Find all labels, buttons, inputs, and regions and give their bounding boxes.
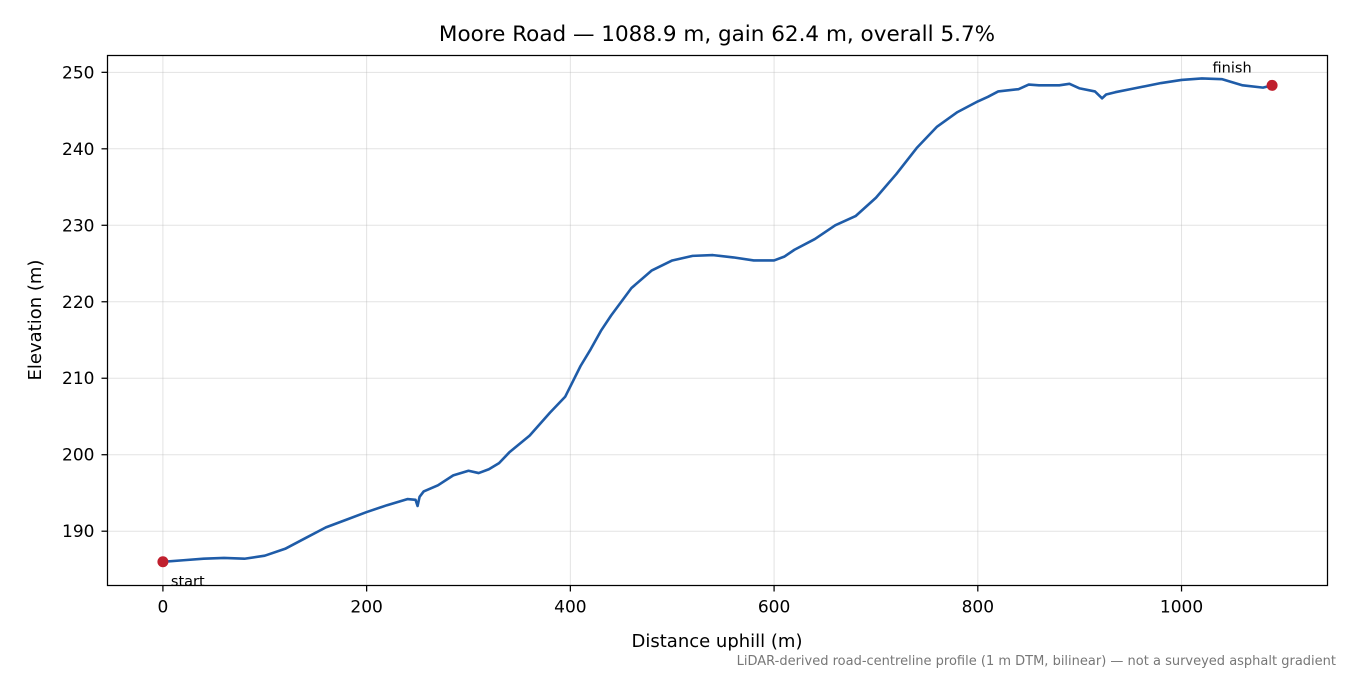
y-tick-label: 210 — [62, 369, 94, 389]
y-tick-label: 200 — [62, 446, 94, 466]
tick-layer: 0 200 400 600 800 1000 190 200 210 220 230 240 250 — [62, 63, 1203, 617]
finish-label: finish — [1213, 60, 1252, 76]
x-tick-label: 0 — [157, 598, 168, 618]
series-layer — [161, 77, 1274, 564]
x-axis-label: Distance uphill (m) — [632, 631, 803, 652]
y-axis-label: Elevation (m) — [25, 260, 46, 381]
chart-footnote: LiDAR-derived road-centreline profile (1… — [737, 654, 1336, 669]
y-tick-label: 250 — [62, 63, 94, 83]
start-label: start — [171, 574, 205, 590]
y-tick-label: 230 — [62, 216, 94, 236]
x-tick-label: 600 — [758, 598, 790, 618]
marker-layer: start finish — [157, 60, 1278, 590]
elevation-profile-line — [161, 77, 1274, 564]
x-tick-label: 1000 — [1160, 598, 1203, 618]
grid-layer — [107, 55, 1328, 586]
x-tick-label: 800 — [962, 598, 994, 618]
x-tick-label: 400 — [554, 598, 586, 618]
finish-marker — [1266, 79, 1278, 91]
chart-title: Moore Road — 1088.9 m, gain 62.4 m, over… — [439, 22, 995, 47]
y-tick-label: 190 — [62, 522, 94, 542]
start-marker — [157, 556, 169, 568]
x-tick-label: 200 — [350, 598, 382, 618]
plot-area-frame — [106, 54, 1329, 587]
y-tick-label: 240 — [62, 140, 94, 160]
y-tick-label: 220 — [62, 293, 94, 313]
